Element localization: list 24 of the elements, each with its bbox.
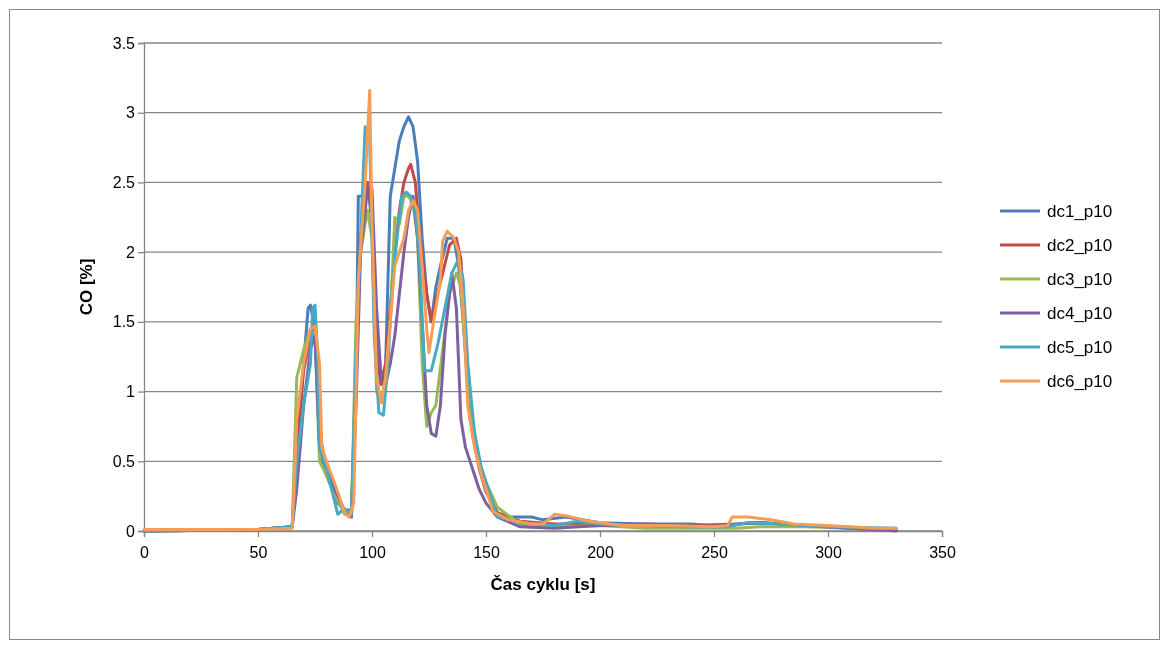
y-tick-label: 2	[126, 243, 136, 261]
y-tick-label: 0.5	[112, 452, 136, 470]
x-tick-label: 0	[140, 543, 150, 561]
x-tick-label: 150	[473, 543, 500, 561]
y-tick-label: 1.5	[112, 313, 136, 331]
y-tick-label: 0	[126, 522, 136, 540]
y-tick-label: 3.5	[112, 34, 136, 52]
y-tick-label: 2.5	[112, 174, 136, 192]
legend-label: dc5_p10	[1047, 337, 1113, 357]
x-tick-label: 50	[249, 543, 268, 561]
legend-label: dc6_p10	[1047, 371, 1113, 391]
x-tick-label: 100	[359, 543, 386, 561]
x-tick-label: 250	[701, 543, 728, 561]
x-tick-label: 200	[587, 543, 614, 561]
x-axis-title: Čas cyklu [s]	[490, 575, 596, 594]
legend-label: dc4_p10	[1047, 303, 1113, 323]
legend-label: dc1_p10	[1047, 201, 1113, 221]
y-tick-label: 1	[126, 383, 136, 401]
y-tick-label: 3	[126, 104, 136, 122]
y-axis-title: CO [%]	[77, 258, 96, 316]
x-tick-label: 350	[929, 543, 956, 561]
x-tick-label: 300	[815, 543, 842, 561]
legend-label: dc2_p10	[1047, 235, 1113, 255]
legend-label: dc3_p10	[1047, 269, 1113, 289]
